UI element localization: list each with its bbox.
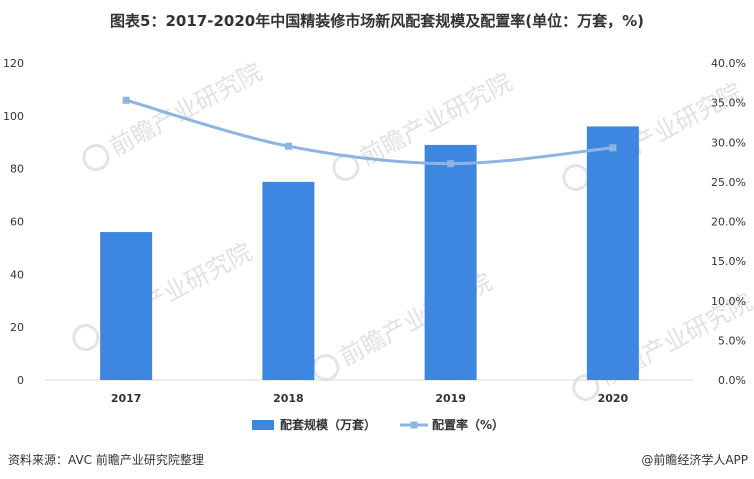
y-right-tick-label: 15.0% xyxy=(711,255,746,268)
legend-line-label: 配置率（%） xyxy=(432,417,504,432)
y-right-tick-label: 30.0% xyxy=(711,136,746,149)
brand-credit: @前瞻经济学人APP xyxy=(641,453,748,467)
watermark: 前瞻产业研究院 xyxy=(72,238,257,352)
x-tick-label: 2018 xyxy=(273,392,304,405)
y-left-tick-label: 0 xyxy=(17,374,24,387)
watermark-logo xyxy=(332,154,360,182)
y-right-tick-label: 10.0% xyxy=(711,295,746,308)
line-point xyxy=(609,144,617,152)
watermark: 前瞻产业研究院 xyxy=(82,58,267,172)
y-left-tick-label: 80 xyxy=(10,163,24,176)
axes: 0 20 40 60 80 100 120 0.0% 5.0% 10.0% 15.0% 20.0% 25… xyxy=(3,57,746,405)
watermark-logo xyxy=(312,354,340,382)
bar xyxy=(586,126,639,381)
series-line xyxy=(125,98,614,166)
x-tick-label: 2020 xyxy=(598,392,629,405)
line-point xyxy=(122,96,130,104)
watermark-logo xyxy=(82,144,110,172)
line-series xyxy=(122,96,617,168)
legend-bar-swatch xyxy=(252,420,274,430)
bar xyxy=(262,181,315,380)
y-right-tick-label: 20.0% xyxy=(711,216,746,229)
source-note: 资料来源：AVC 前瞻产业研究院整理 xyxy=(8,453,204,467)
watermark: 前瞻产业研究院 xyxy=(332,68,517,182)
y-right-tick-label: 5.0% xyxy=(718,334,746,347)
y-right-tick-label: 25.0% xyxy=(711,176,746,189)
bar-series xyxy=(100,126,639,381)
x-tick-label: 2017 xyxy=(111,392,142,405)
y-left-tick-label: 20 xyxy=(10,321,24,334)
legend: 配套规模（万套） 配置率（%） xyxy=(252,417,504,432)
y-right-tick-label: 35.0% xyxy=(711,97,746,110)
y-left-tick-label: 60 xyxy=(10,216,24,229)
line-point xyxy=(447,160,455,168)
chart-title: 图表5：2017-2020年中国精装修市场新风配套规模及配置率(单位：万套，%) xyxy=(110,12,644,30)
x-tick-label: 2019 xyxy=(435,392,466,405)
y-left-tick-label: 120 xyxy=(3,57,24,70)
watermark-text: 前瞻产业研究院 xyxy=(105,58,266,162)
y-left-tick-label: 100 xyxy=(3,110,24,123)
watermark-logo xyxy=(72,324,100,352)
bar xyxy=(424,144,477,380)
watermark-logo xyxy=(572,374,600,402)
legend-bar-label: 配套规模（万套） xyxy=(280,417,376,432)
legend-line-marker xyxy=(410,421,418,429)
bar xyxy=(100,232,153,380)
line-point xyxy=(284,142,292,150)
watermark-logo xyxy=(562,164,590,192)
y-right-tick-label: 0.0% xyxy=(718,374,746,387)
y-right-tick-label: 40.0% xyxy=(711,57,746,70)
y-left-tick-label: 40 xyxy=(10,268,24,281)
